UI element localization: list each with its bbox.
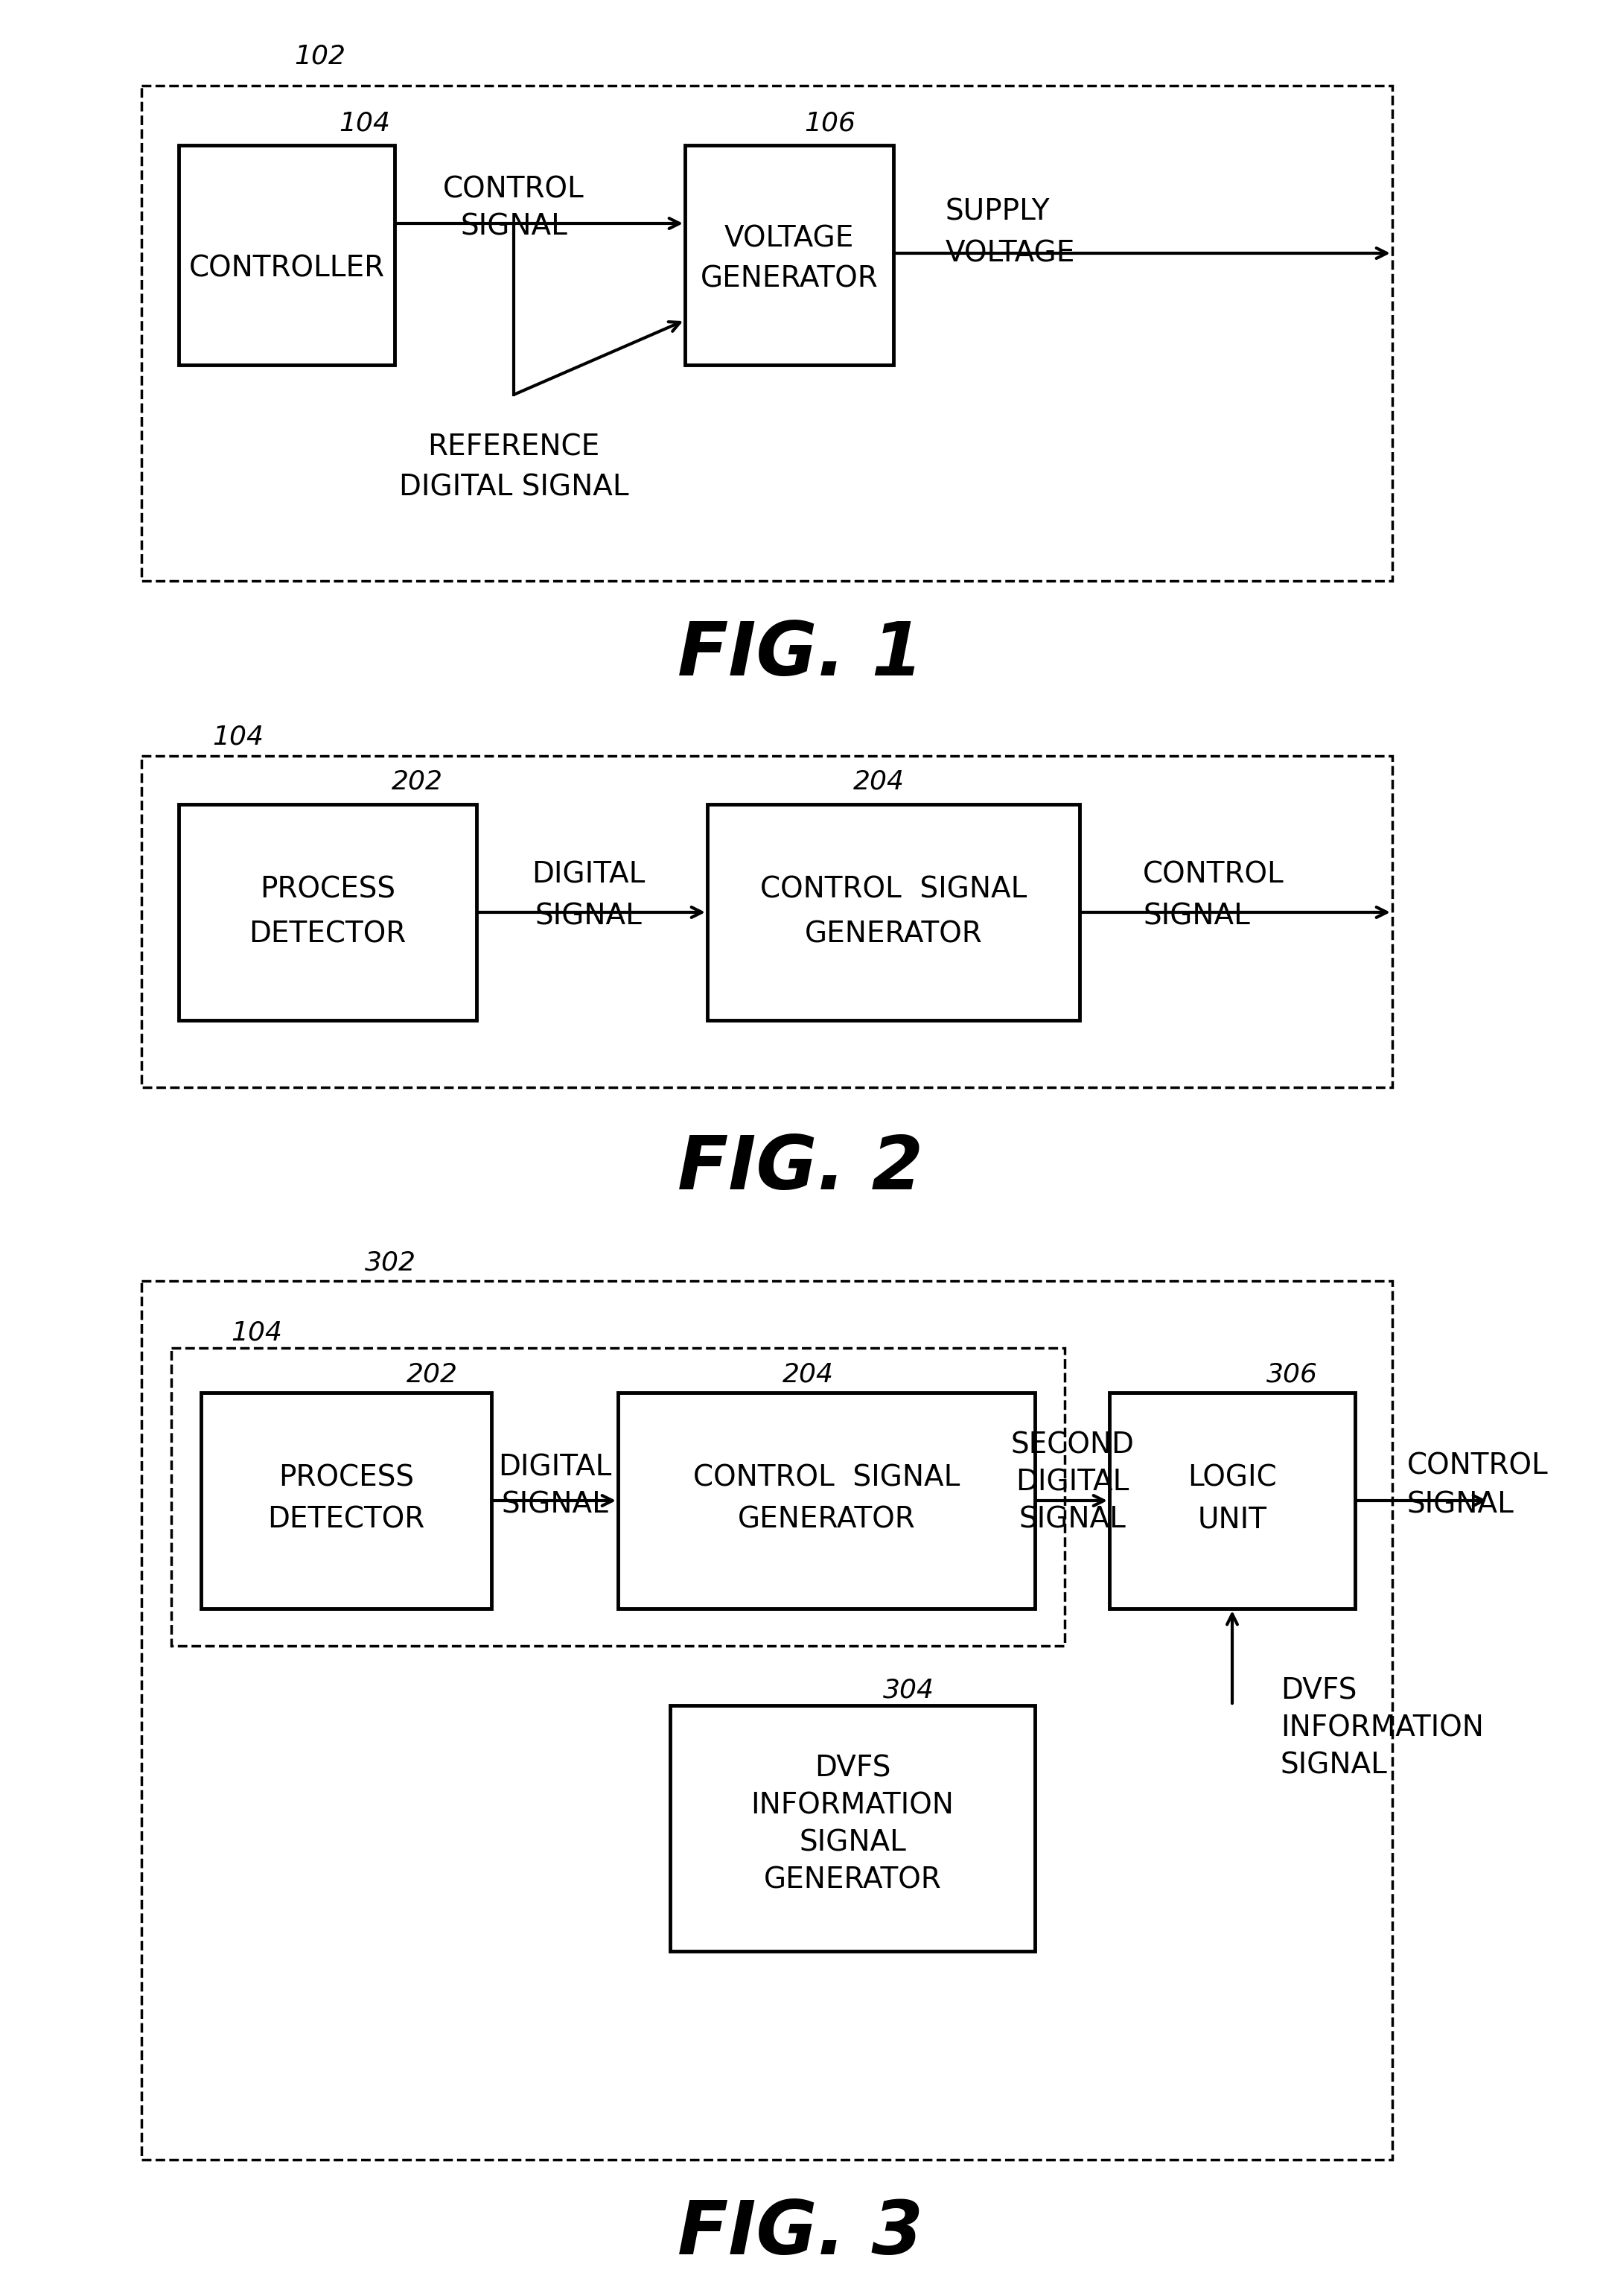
Bar	[707, 804, 1080, 1019]
Text: DIGITAL: DIGITAL	[531, 861, 645, 889]
Text: SIGNAL: SIGNAL	[534, 902, 642, 930]
Text: 204: 204	[782, 1362, 834, 1387]
Text: SIGNAL: SIGNAL	[1280, 1752, 1387, 1779]
Text: INFORMATION: INFORMATION	[750, 1791, 954, 1821]
Text: PROCESS: PROCESS	[259, 875, 395, 905]
Bar	[618, 1394, 1035, 1609]
Text: CONTROL  SIGNAL: CONTROL SIGNAL	[693, 1465, 960, 1492]
Text: CONTROL: CONTROL	[1406, 1451, 1549, 1481]
Text: FIG. 2: FIG. 2	[677, 1134, 923, 1205]
Text: VOLTAGE: VOLTAGE	[946, 239, 1075, 266]
Text: GENERATOR: GENERATOR	[701, 264, 878, 294]
Text: DIGITAL: DIGITAL	[498, 1453, 611, 1481]
Text: CONTROLLER: CONTROLLER	[189, 255, 384, 282]
Text: LOGIC: LOGIC	[1187, 1465, 1277, 1492]
Bar	[141, 755, 1392, 1088]
Text: GENERATOR: GENERATOR	[805, 921, 982, 948]
Bar	[141, 85, 1392, 581]
Text: INFORMATION: INFORMATION	[1280, 1713, 1483, 1743]
Bar	[179, 804, 477, 1019]
Text: SUPPLY: SUPPLY	[946, 197, 1050, 227]
Text: 304: 304	[883, 1678, 934, 1704]
Text: SECOND: SECOND	[1010, 1430, 1134, 1458]
Text: DETECTOR: DETECTOR	[267, 1506, 426, 1534]
Text: 202: 202	[406, 1362, 458, 1387]
Text: UNIT: UNIT	[1197, 1506, 1267, 1534]
Text: SIGNAL: SIGNAL	[798, 1830, 906, 1857]
Bar	[685, 145, 893, 365]
Text: 202: 202	[392, 769, 443, 794]
Text: SIGNAL: SIGNAL	[1019, 1506, 1126, 1534]
Text: CONTROL  SIGNAL: CONTROL SIGNAL	[760, 875, 1027, 905]
Text: SIGNAL: SIGNAL	[1406, 1490, 1514, 1518]
Text: 204: 204	[853, 769, 904, 794]
Bar	[141, 1281, 1392, 2161]
Text: SIGNAL: SIGNAL	[461, 214, 568, 241]
Text: 104: 104	[230, 1320, 282, 1345]
Text: CONTROL: CONTROL	[1142, 861, 1285, 889]
Text: DIGITAL: DIGITAL	[1016, 1467, 1130, 1497]
Text: PROCESS: PROCESS	[278, 1465, 414, 1492]
Text: 104: 104	[339, 110, 390, 135]
Text: 106: 106	[805, 110, 856, 135]
Text: SIGNAL: SIGNAL	[1142, 902, 1250, 930]
Text: DVFS: DVFS	[1280, 1676, 1357, 1704]
Bar	[670, 1706, 1035, 1952]
Text: CONTROL: CONTROL	[443, 177, 584, 204]
Text: GENERATOR: GENERATOR	[738, 1506, 915, 1534]
Text: VOLTAGE: VOLTAGE	[725, 225, 854, 253]
Text: REFERENCE: REFERENCE	[427, 432, 600, 461]
Text: GENERATOR: GENERATOR	[763, 1867, 941, 1894]
Text: FIG. 3: FIG. 3	[677, 2197, 923, 2271]
Bar	[202, 1394, 491, 1609]
Text: DVFS: DVFS	[814, 1754, 891, 1784]
Bar	[1109, 1394, 1355, 1609]
Text: 302: 302	[365, 1249, 416, 1274]
Bar	[171, 1348, 1064, 1646]
Text: SIGNAL: SIGNAL	[501, 1490, 608, 1518]
Text: DIGITAL SIGNAL: DIGITAL SIGNAL	[398, 473, 629, 503]
Text: FIG. 1: FIG. 1	[677, 620, 923, 691]
Text: 306: 306	[1266, 1362, 1317, 1387]
Text: 102: 102	[294, 44, 346, 69]
Bar	[179, 145, 395, 365]
Text: DETECTOR: DETECTOR	[250, 921, 406, 948]
Text: 104: 104	[213, 726, 264, 751]
